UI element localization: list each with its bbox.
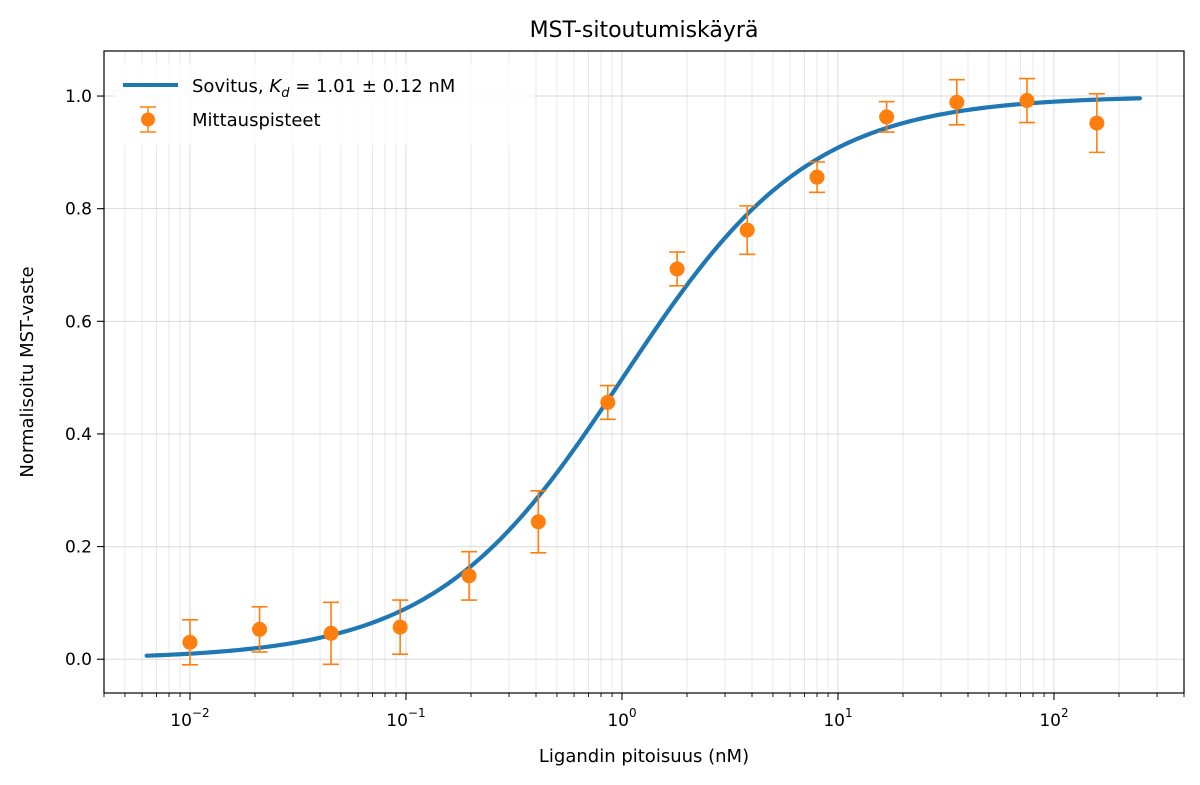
y-axis-ticks: 0.0 0.2 0.4 0.6 0.8 1.0 (65, 87, 104, 670)
legend-fit-suffix: = 1.01 ± 0.12 nM (289, 76, 455, 97)
y-tick-label: 0.0 (65, 650, 92, 670)
x-tick-label-exponent: 1 (845, 706, 853, 720)
x-tick-label: 102 (1039, 706, 1068, 731)
x-tick-label-exponent: −2 (192, 706, 210, 720)
data-points-layer (181, 77, 1105, 666)
x-tick-label-exponent: −1 (408, 706, 426, 720)
data-point (949, 94, 965, 110)
data-point (530, 514, 546, 530)
legend: Sovitus, Kd = 1.01 ± 0.12 nM Mittauspist… (114, 63, 534, 145)
x-tick-label: 101 (823, 706, 852, 731)
x-tick-label-base: 10 (607, 711, 629, 731)
legend-fit-k: K (269, 76, 282, 97)
x-tick-label-base: 10 (386, 711, 408, 731)
data-point (461, 568, 477, 584)
x-tick-label-exponent: 2 (1061, 706, 1069, 720)
fit-curve-layer (144, 96, 1143, 658)
legend-fit-label: Sovitus, Kd = 1.01 ± 0.12 nM (192, 76, 455, 101)
data-point (252, 621, 268, 637)
x-tick-label-base: 10 (1039, 711, 1061, 731)
y-tick-label: 0.6 (65, 312, 92, 332)
data-point (1089, 115, 1105, 131)
data-point (669, 261, 685, 277)
data-point (809, 169, 825, 185)
x-tick-label: 10−2 (170, 706, 209, 731)
x-tick-label: 100 (607, 706, 636, 731)
y-tick-label: 1.0 (65, 87, 92, 107)
data-point (392, 619, 408, 635)
legend-fit-prefix: Sovitus, (192, 76, 269, 97)
data-point (1019, 93, 1035, 109)
data-point (323, 625, 339, 641)
x-axis-label: Ligandin pitoisuus (nM) (539, 746, 749, 767)
chart-title: MST-sitoutumiskäyrä (530, 18, 759, 43)
data-point (879, 109, 895, 125)
y-tick-label: 0.8 (65, 200, 92, 220)
plot-area-frame (103, 50, 1185, 694)
y-axis-label: Normalisoitu MST-vaste (17, 266, 38, 477)
x-axis-ticks: 10−2 10−1 100 101 102 (103, 693, 1185, 731)
legend-fit-subscript: d (281, 86, 290, 101)
x-tick-label: 10−1 (386, 706, 425, 731)
y-tick-label: 0.2 (65, 538, 92, 558)
legend-points-marker (141, 112, 155, 127)
legend-points-label: Mittauspisteet (192, 110, 321, 131)
legend-box (114, 63, 534, 145)
x-tick-label-base: 10 (170, 711, 192, 731)
y-tick-label: 0.4 (65, 425, 92, 445)
x-tick-label-exponent: 0 (629, 706, 637, 720)
x-tick-label-base: 10 (823, 711, 845, 731)
data-point (600, 394, 616, 410)
data-point (739, 222, 755, 238)
grid (103, 51, 1185, 693)
fit-curve (144, 96, 1143, 658)
data-point (182, 634, 198, 650)
